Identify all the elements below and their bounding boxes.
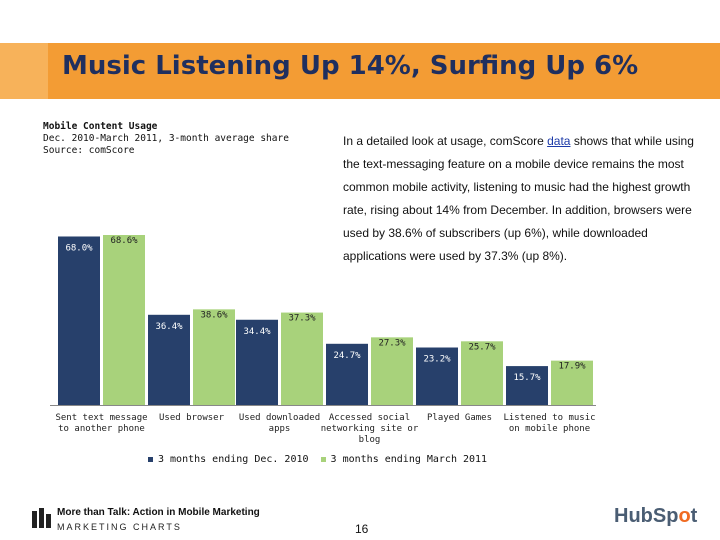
paragraph-line-6: applications were used by 37.3% (up 8%). — [343, 249, 568, 263]
footer-tagline: More than Talk: Action in Mobile Marketi… — [57, 507, 260, 518]
title-band — [0, 43, 720, 99]
legend-item-march: 3 months ending March 2011 — [320, 454, 488, 465]
hubspot-logo-text: HubSp — [614, 505, 679, 527]
hubspot-logo-o: o — [678, 505, 691, 527]
data-label-march-5: 17.9% — [558, 362, 586, 372]
data-label-march-0: 68.6% — [110, 236, 138, 246]
paragraph-line-2: the text-messaging feature on a mobile d… — [343, 157, 684, 171]
category-label-3: Accessed social — [329, 413, 410, 423]
category-label-2: apps — [269, 424, 291, 434]
chart-heading: Mobile Content Usage — [43, 121, 158, 132]
bar-march-3 — [371, 337, 413, 405]
data-link[interactable]: data — [547, 134, 571, 148]
bar-dec-4 — [416, 347, 458, 405]
bar-dec-2 — [236, 319, 278, 405]
data-label-dec-3: 24.7% — [333, 351, 361, 361]
hubspot-logo-text-end: t — [690, 505, 698, 527]
slide-title: Music Listening Up 14%, Surfing Up 6% — [62, 51, 639, 81]
data-label-dec-0: 68.0% — [65, 243, 93, 253]
paragraph-line-5: used by 38.6% of subscribers (up 6%), wh… — [343, 226, 648, 240]
paragraph-line-1: In a detailed look at usage, comScore da… — [343, 130, 703, 153]
hubspot-logo: HubSpot — [614, 505, 697, 528]
category-label-1: Used browser — [159, 413, 225, 423]
bar-march-5 — [551, 360, 593, 405]
data-label-dec-4: 23.2% — [423, 355, 451, 365]
footer-brand: MARKETING CHARTS — [57, 522, 182, 532]
legend-swatch-march — [320, 456, 326, 462]
legend-swatch-dec — [148, 456, 153, 462]
data-label-dec-1: 36.4% — [155, 322, 183, 332]
marketing-charts-logo-icon — [32, 508, 51, 528]
bar-dec-5 — [506, 366, 548, 405]
legend-label-dec: 3 months ending Dec. 2010 — [158, 454, 309, 465]
category-label-5: Listened to music — [503, 413, 595, 423]
bar-march-0 — [103, 235, 145, 405]
paragraph-line-4: rate, rising about 14% from December. In… — [343, 203, 692, 217]
paragraph-text: shows that while using — [570, 134, 694, 148]
legend-label-march: 3 months ending March 2011 — [330, 454, 488, 465]
description-paragraph: In a detailed look at usage, comScore da… — [343, 130, 703, 268]
category-label-4: Played Games — [427, 413, 492, 423]
page-number: 16 — [355, 522, 369, 536]
chart-source: Source: comScore — [43, 145, 135, 156]
data-label-march-4: 25.7% — [468, 342, 496, 352]
bar-dec-3 — [326, 343, 368, 405]
data-label-march-3: 27.3% — [378, 338, 406, 348]
data-label-march-1: 38.6% — [200, 310, 228, 320]
bar-march-4 — [461, 341, 503, 405]
data-label-dec-2: 34.4% — [243, 327, 271, 337]
category-label-3: blog — [359, 435, 381, 445]
chart-subheading: Dec. 2010-March 2011, 3-month average sh… — [43, 133, 289, 144]
category-label-3: networking site or — [321, 424, 419, 434]
bar-march-2 — [281, 312, 323, 405]
data-label-dec-5: 15.7% — [513, 373, 541, 383]
bar-dec-1 — [148, 314, 190, 405]
data-label-march-2: 37.3% — [288, 314, 316, 324]
category-label-2: Used downloaded — [239, 413, 320, 423]
legend-item-dec: 3 months ending Dec. 2010 — [148, 454, 309, 465]
category-label-0: Sent text message — [55, 413, 147, 423]
chart-legend: 3 months ending Dec. 2010 3 months endin… — [148, 454, 493, 465]
paragraph-text: In a detailed look at usage, comScore — [343, 134, 548, 148]
category-label-0: to another phone — [58, 424, 145, 434]
bar-dec-0 — [58, 236, 100, 405]
bar-march-1 — [193, 309, 235, 405]
category-label-5: on mobile phone — [509, 424, 590, 434]
paragraph-line-3: common mobile activity, listening to mus… — [343, 180, 691, 194]
